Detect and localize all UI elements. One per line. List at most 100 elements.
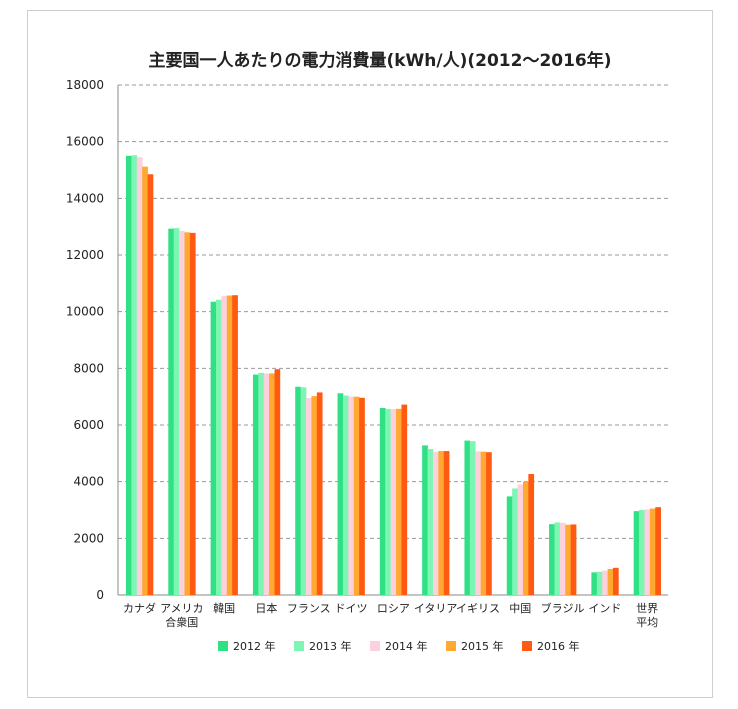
bar xyxy=(126,155,132,596)
bar xyxy=(607,568,614,595)
bar xyxy=(522,481,529,595)
bar xyxy=(480,451,487,595)
bar xyxy=(644,509,651,595)
bar xyxy=(390,409,397,595)
legend-label: 2014 年 xyxy=(385,639,428,653)
bar xyxy=(486,452,492,595)
bar xyxy=(311,396,318,595)
bar xyxy=(359,397,365,595)
bar xyxy=(189,232,196,595)
legend-label: 2015 年 xyxy=(461,639,504,653)
legend-swatch xyxy=(218,641,228,651)
x-category-label: カナダ xyxy=(123,601,156,615)
bar xyxy=(295,386,301,595)
bar xyxy=(300,387,307,595)
bar xyxy=(559,522,566,595)
bar xyxy=(565,524,571,595)
bar xyxy=(475,451,481,595)
y-axis-tick-labels: 0 2000 4000 6000 8000 10000 12000 14000 16000 180… xyxy=(66,78,104,602)
y-tick-label: 4000 xyxy=(73,475,104,489)
bar xyxy=(385,409,391,595)
legend-label: 2012 年 xyxy=(233,639,276,653)
legend-swatch xyxy=(294,641,304,651)
bar xyxy=(252,374,259,595)
bar xyxy=(528,474,535,595)
x-category-label: 平均 xyxy=(636,616,658,629)
bar xyxy=(221,296,228,595)
bar xyxy=(649,508,656,595)
bar xyxy=(173,228,180,596)
chart-title: 主要国一人あたりの電力消費量(kWh/人)(2012〜2016年) xyxy=(148,50,611,71)
x-category-label: イタリア xyxy=(414,602,458,615)
legend-swatch xyxy=(446,641,456,651)
x-category-label: 韓国 xyxy=(213,602,235,615)
legend-label: 2013 年 xyxy=(309,639,352,653)
bar xyxy=(549,524,555,595)
bar xyxy=(396,408,402,595)
bar xyxy=(570,524,577,595)
y-tick-label: 18000 xyxy=(66,78,104,92)
bar xyxy=(379,408,386,595)
y-tick-label: 10000 xyxy=(66,305,104,319)
legend-label: 2016 年 xyxy=(537,639,580,653)
x-category-label: フランス xyxy=(287,602,331,615)
bar xyxy=(232,295,238,595)
legend-swatch xyxy=(522,641,532,651)
bar xyxy=(432,451,439,595)
x-category-label: 中国 xyxy=(509,602,531,615)
x-category-label: ロシア xyxy=(377,602,410,615)
bar xyxy=(184,232,191,596)
x-category-label: ブラジル xyxy=(541,601,585,615)
bar xyxy=(655,507,661,595)
bar xyxy=(512,488,518,595)
bar xyxy=(427,449,434,595)
bar xyxy=(226,295,233,595)
bar xyxy=(337,393,344,595)
y-tick-label: 12000 xyxy=(66,248,104,262)
bar xyxy=(269,373,275,595)
bar xyxy=(506,496,513,595)
x-category-label: アメリカ xyxy=(160,602,203,615)
y-tick-label: 16000 xyxy=(66,135,104,149)
y-tick-label: 6000 xyxy=(73,418,104,432)
bar xyxy=(306,398,312,595)
bar xyxy=(517,484,524,595)
legend-swatch xyxy=(370,641,380,651)
bar xyxy=(639,510,645,595)
x-category-label: インド xyxy=(588,602,621,615)
legend: 2012 年 2013 年 2014 年 2015 年 2016 年 xyxy=(218,639,580,653)
bar xyxy=(274,369,281,595)
x-category-label: 日本 xyxy=(255,601,277,615)
bars xyxy=(126,155,661,596)
bar xyxy=(353,396,360,595)
bar xyxy=(179,230,185,595)
bar xyxy=(469,441,476,595)
bar xyxy=(443,451,450,595)
x-category-label: 合衆国 xyxy=(165,615,198,629)
y-tick-label: 8000 xyxy=(73,361,104,375)
bar xyxy=(316,392,323,595)
bar xyxy=(401,404,408,595)
y-tick-label: 0 xyxy=(96,588,104,602)
x-category-label: ドイツ xyxy=(335,602,368,615)
bar xyxy=(464,440,471,595)
bar xyxy=(342,395,349,595)
x-category-label: イギリス xyxy=(456,602,500,615)
bar xyxy=(210,301,217,595)
bar xyxy=(136,157,143,595)
bar xyxy=(147,174,154,595)
bar xyxy=(591,572,598,595)
bar xyxy=(263,373,270,595)
y-tick-label: 14000 xyxy=(66,191,104,205)
bar xyxy=(216,299,222,595)
bar xyxy=(142,166,148,595)
bar xyxy=(168,228,175,595)
bar xyxy=(612,567,619,595)
bar xyxy=(131,155,138,595)
bar xyxy=(602,570,608,595)
bar xyxy=(348,396,355,595)
bar xyxy=(554,522,561,595)
x-category-label: 世界 xyxy=(636,602,658,615)
